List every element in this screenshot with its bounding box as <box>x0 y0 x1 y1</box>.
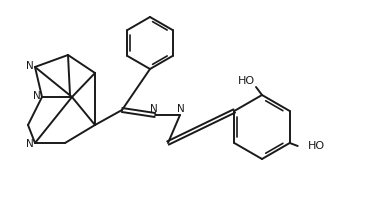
Text: N: N <box>26 139 34 149</box>
Text: N: N <box>26 61 34 71</box>
Text: N: N <box>33 91 40 101</box>
Text: N: N <box>177 103 185 114</box>
Text: N: N <box>150 103 158 114</box>
Text: HO: HO <box>237 76 255 86</box>
Text: HO: HO <box>308 141 325 151</box>
